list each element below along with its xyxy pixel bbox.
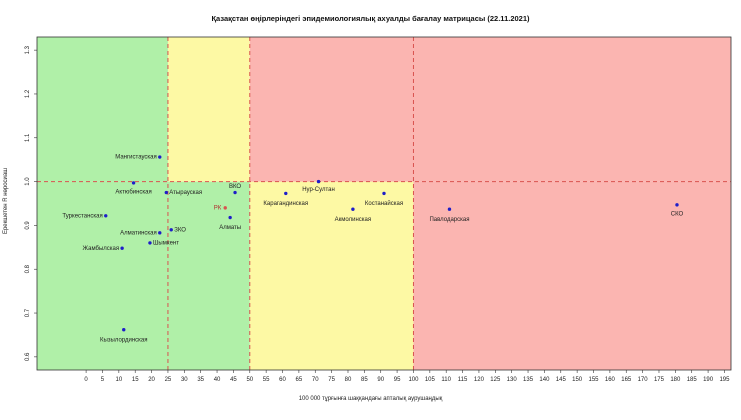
risk-zones	[37, 37, 731, 370]
x-tick-label: 25	[165, 377, 172, 383]
x-tick-label: 155	[589, 377, 600, 383]
data-point	[233, 190, 237, 195]
y-tick-label: 0.7	[25, 308, 31, 317]
x-tick-label: 70	[312, 377, 319, 383]
x-tick-label: 75	[328, 377, 335, 383]
data-point	[164, 190, 169, 195]
x-tick-label: 30	[181, 377, 188, 383]
y-tick-label: 0.6	[25, 352, 31, 361]
zone-1	[37, 181, 250, 370]
x-tick-label: 105	[425, 377, 436, 383]
data-point	[675, 203, 679, 207]
data-point	[228, 215, 232, 220]
data-label: Акмолинская	[335, 217, 371, 223]
x-axis-label: 100 000 тұрғынға шаққандағы апталық ауру…	[298, 396, 443, 402]
plot-border	[36, 36, 732, 371]
data-label: Нур-Султан	[302, 187, 335, 193]
y-tick-label: 0.8	[25, 264, 31, 273]
x-tick-label: 165	[621, 377, 632, 383]
x-tick-label: 95	[394, 377, 401, 383]
x-tick-label: 85	[361, 377, 368, 383]
x-tick-label: 60	[279, 377, 286, 383]
x-tick-label: 170	[638, 377, 649, 383]
x-tick-label: 150	[572, 377, 583, 383]
data-points: Мангистауская Актюбинская Атырауская ВКО РК А…	[62, 155, 683, 344]
y-tick-label: 1.3	[25, 45, 31, 54]
data-point	[223, 206, 227, 210]
data-label: Костанайская	[365, 200, 403, 207]
x-tick-label: 20	[148, 377, 155, 383]
x-tick-label: 0	[84, 377, 88, 383]
data-point	[158, 231, 162, 235]
data-label: Кызылординская	[100, 337, 147, 343]
y-tick-label: 1.0	[25, 177, 31, 186]
data-point	[351, 207, 355, 211]
chart-title: Қазақстан өңірлеріндегі эпидемиологиялық…	[211, 14, 530, 23]
data-label: Алматы	[219, 225, 241, 231]
data-point	[120, 246, 124, 250]
x-tick-label: 55	[263, 377, 270, 383]
x-tick-label: 195	[719, 377, 730, 383]
data-point	[447, 207, 452, 211]
x-tick-label: 65	[296, 377, 303, 383]
y-tick-label: 1.2	[25, 89, 31, 98]
data-label: Павлодарская	[429, 217, 469, 223]
data-point	[131, 181, 136, 185]
data-label: Атырауская	[169, 190, 202, 196]
data-label: Карагандинская	[263, 201, 308, 207]
x-tick-label: 100	[408, 377, 419, 383]
data-label: Шымкент	[153, 241, 179, 247]
x-tick-label: 140	[539, 377, 550, 383]
x-tick-label: 145	[556, 377, 567, 383]
data-label: Туркестанская	[62, 213, 102, 219]
x-tick-label: 135	[523, 377, 534, 383]
x-tick-label: 160	[605, 377, 616, 383]
data-label: РК	[214, 205, 222, 211]
x-tick-label: 15	[132, 377, 139, 383]
y-tick-label: 0.9	[25, 221, 31, 230]
x-tick-label: 35	[197, 377, 204, 383]
zone-4	[249, 37, 731, 182]
x-tick-label: 40	[214, 377, 221, 383]
data-label: Жамбылская	[83, 246, 120, 252]
axes: 0 5 10 15 20 25 30 35 40 45 50 55 60 65 70 75 80 85 90 95 10…	[25, 36, 732, 383]
x-tick-label: 190	[703, 377, 714, 383]
x-tick-label: 110	[441, 377, 451, 383]
threshold-lines	[37, 37, 731, 370]
data-label: Актюбинская	[115, 189, 151, 195]
data-label: ЗКО	[174, 227, 186, 233]
x-tick-label: 130	[507, 377, 518, 383]
zone-5	[413, 181, 731, 370]
x-tick-label: 50	[246, 377, 253, 383]
data-label: СКО	[671, 211, 684, 217]
data-point	[169, 228, 173, 232]
y-tick-label: 1.1	[25, 133, 31, 142]
data-label: ВКО	[229, 184, 241, 190]
x-tick-label: 175	[654, 377, 665, 383]
x-tick-label: 180	[670, 377, 681, 383]
x-tick-label: 90	[377, 377, 384, 383]
zone-3	[249, 181, 414, 370]
data-point	[148, 241, 152, 245]
data-label: Мангистауская	[115, 155, 156, 161]
x-tick-label: 185	[687, 377, 698, 383]
x-tick-label: 120	[474, 377, 485, 383]
zone-2	[167, 37, 250, 182]
x-tick-label: 5	[101, 377, 105, 383]
data-point	[284, 191, 288, 196]
x-tick-label: 10	[115, 377, 122, 383]
data-point	[316, 179, 321, 184]
x-tick-label: 45	[230, 377, 237, 383]
data-point	[104, 214, 108, 218]
data-point	[382, 191, 386, 196]
zone-0	[37, 37, 168, 182]
x-tick-label: 125	[490, 377, 501, 383]
data-point	[158, 155, 162, 159]
data-point	[122, 327, 126, 332]
data-label: Алматинская	[120, 230, 157, 236]
x-tick-label: 80	[345, 377, 352, 383]
x-tick-label: 115	[458, 377, 468, 383]
